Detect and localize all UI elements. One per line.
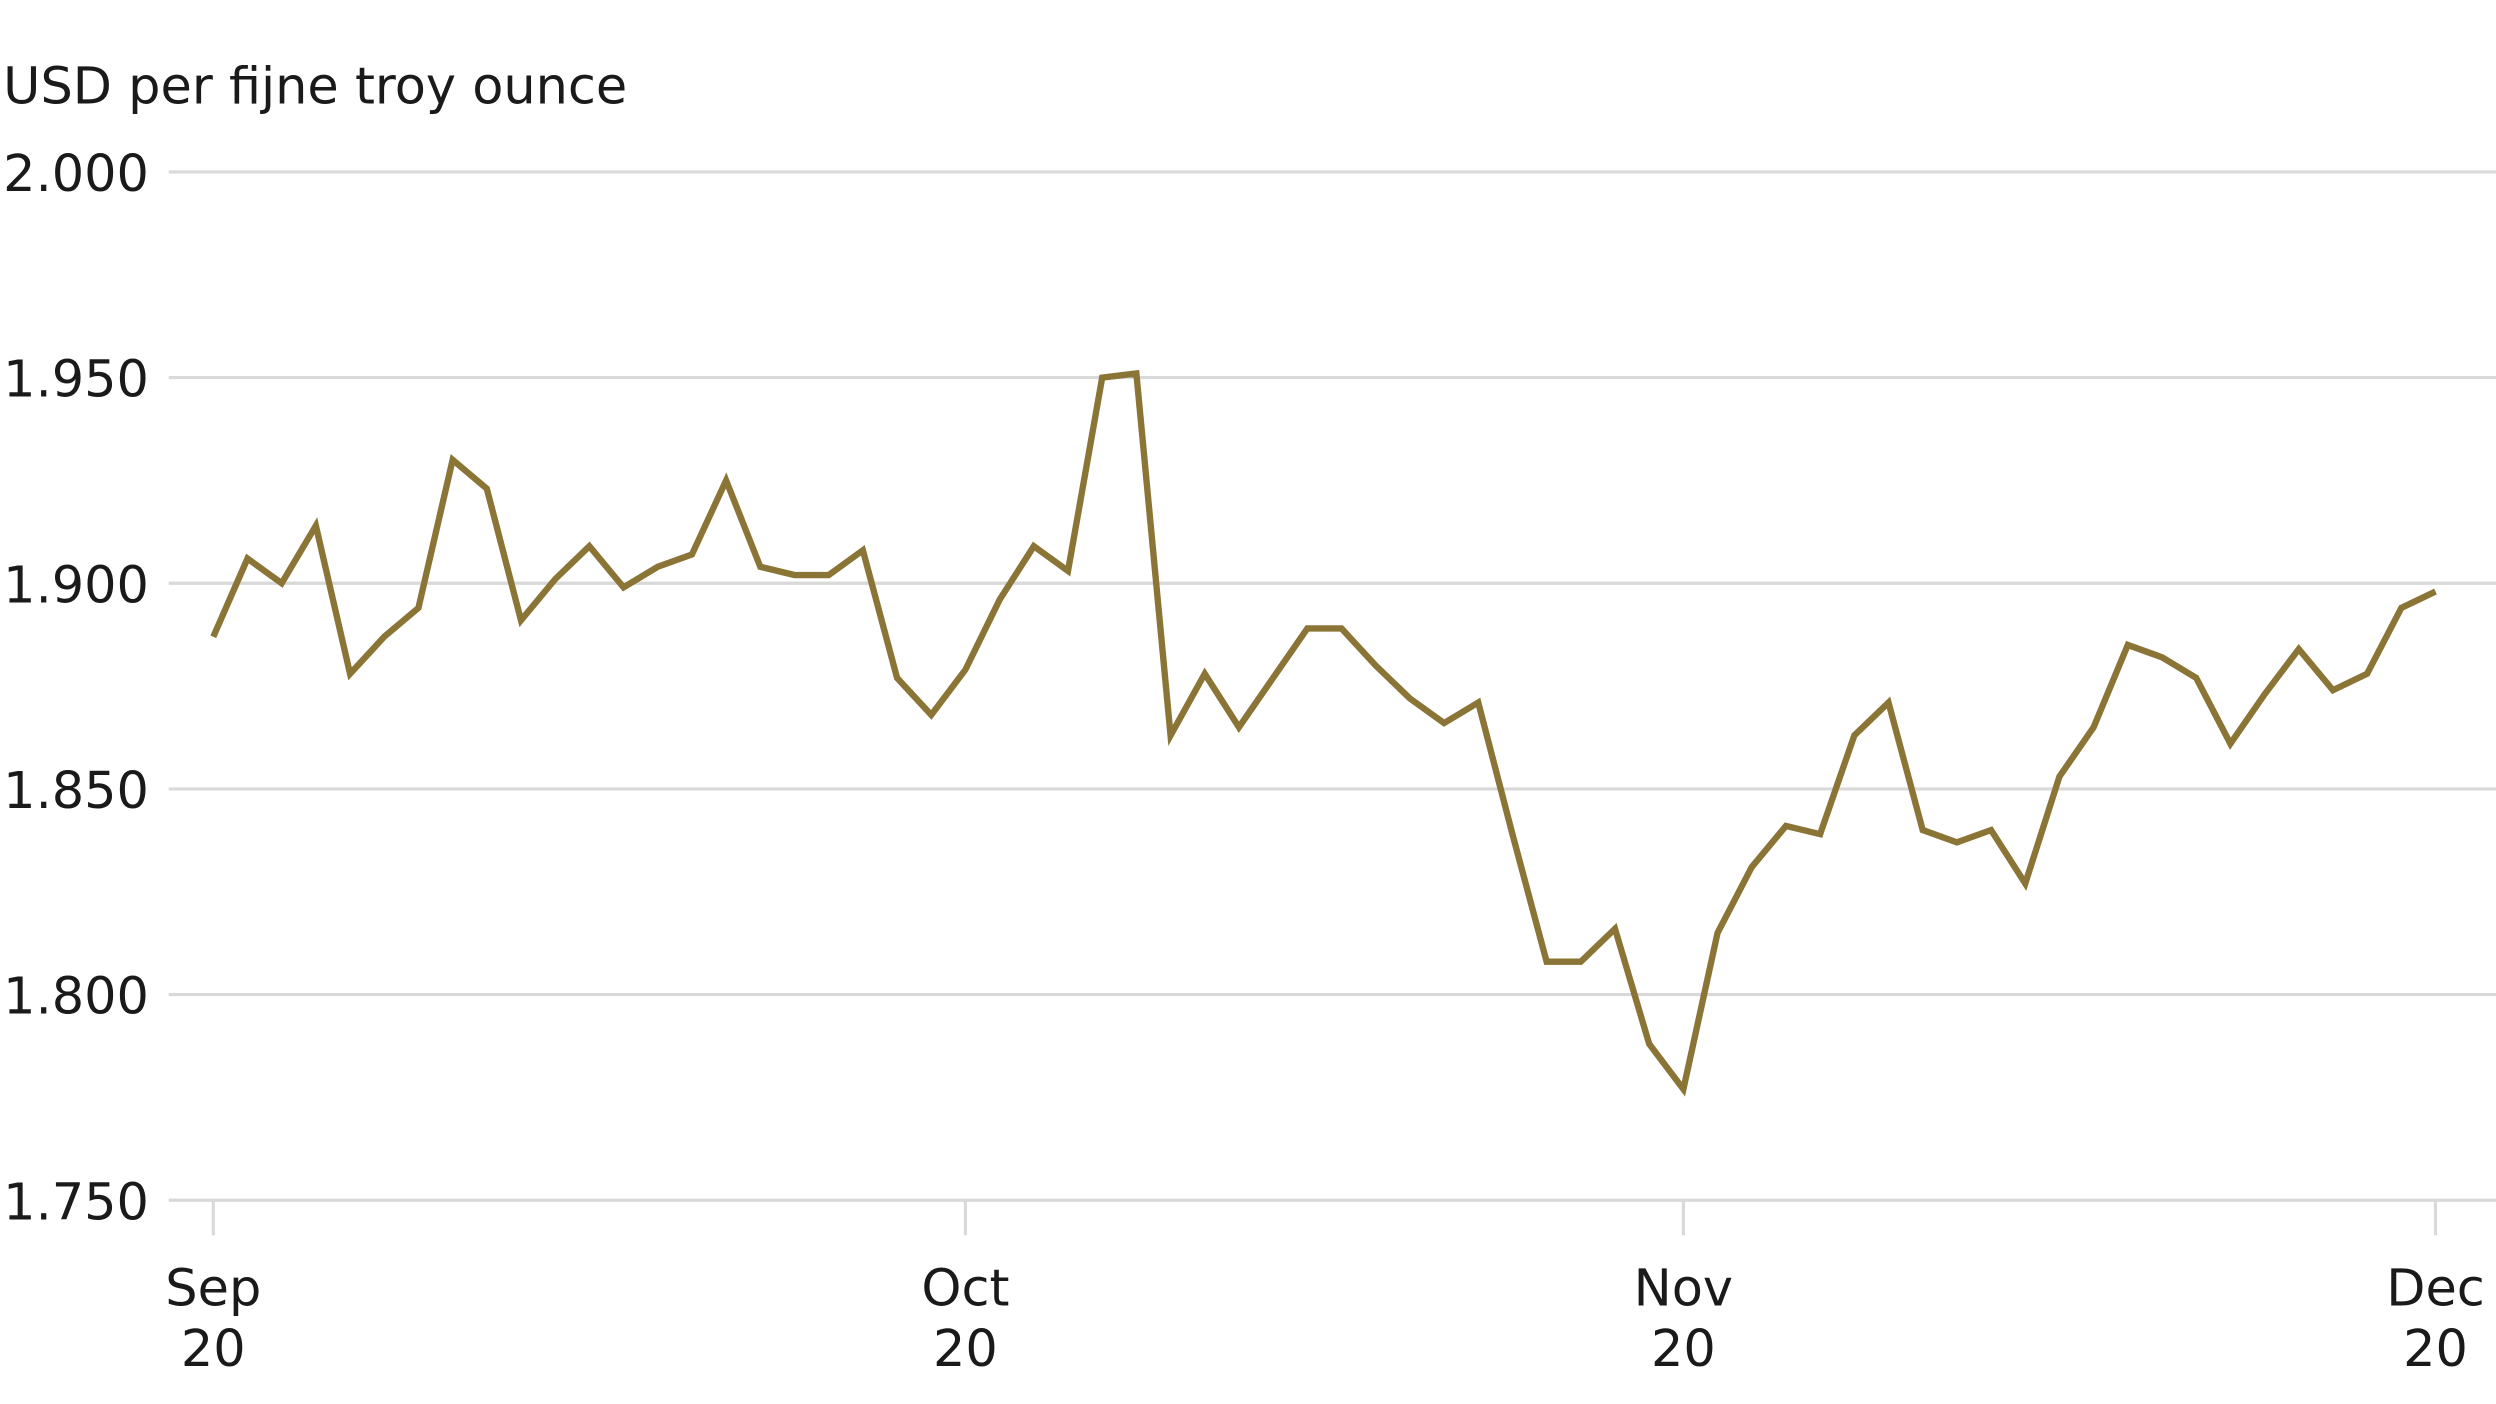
x-tick-label: Nov 20 [1634,1259,1733,1378]
axis-title: USD per fijne troy ounce [3,57,627,116]
x-tick-label: Oct 20 [921,1259,1009,1378]
y-tick-label: 1.950 [3,351,149,410]
y-tick-label: 1.750 [3,1173,149,1232]
price-line [210,369,2437,1097]
y-tick-label: 1.850 [3,762,149,821]
y-tick-label: 2.000 [3,145,149,204]
y-tick-label: 1.800 [3,968,149,1027]
y-tick-label: 1.900 [3,556,149,615]
x-tick-label: Dec 20 [2386,1259,2485,1378]
x-tick-label: Sep 20 [165,1259,261,1378]
